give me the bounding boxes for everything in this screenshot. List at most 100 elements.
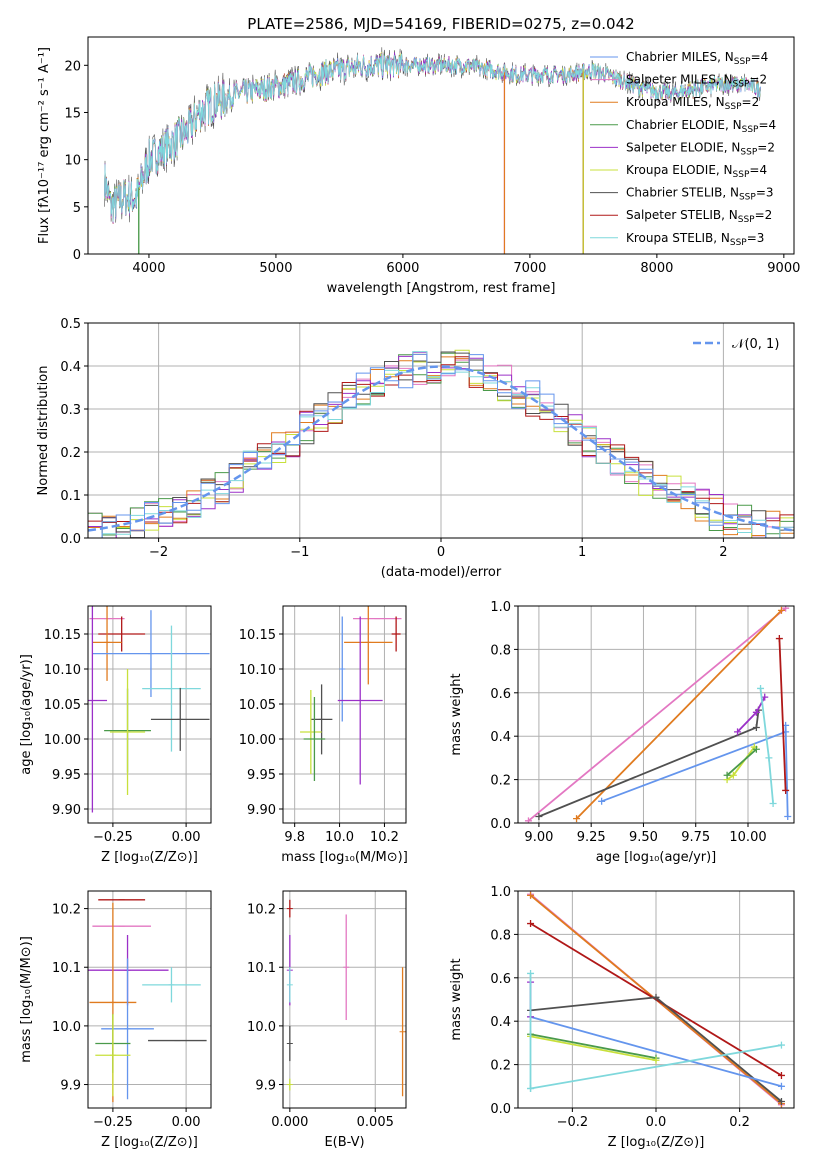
y-tick-label: 0.2	[60, 446, 81, 461]
histogram-chabrier_miles	[88, 353, 794, 538]
y-tick-label: 0.3	[60, 403, 81, 418]
x-axis-label: wavelength [Angstrom, rest frame]	[327, 281, 556, 296]
x-tick-label: 10.2	[370, 830, 399, 845]
y-tick-label: 0.6	[490, 972, 511, 987]
errorbar-chabrier_stelib	[150, 687, 210, 751]
x-tick-label: −1	[290, 545, 309, 560]
errorbar-salpeter_stelib	[286, 899, 293, 918]
panel-spectrum: Chabrier MILES, NSSP=4 Salpeter MILES, NS…	[37, 15, 800, 296]
y-axis-label: mass weight	[449, 673, 464, 755]
marker-point	[752, 708, 760, 716]
marker-point	[777, 1082, 785, 1090]
y-tick-label: 10.10	[239, 663, 276, 678]
y-tick-label: 0.0	[490, 817, 511, 832]
x-tick-label: 9000	[767, 261, 800, 276]
marker-point	[527, 920, 535, 928]
errorbar-chabrier_elodie	[303, 697, 326, 781]
marker-point	[782, 786, 790, 794]
y-axis-label: age [log₁₀(age/yr)]	[19, 654, 34, 775]
panel-weight_vs_Z: −0.2 0.0 0.2 0.0 0.2 0.4 0.6 0.8 1.0 Z [log₁₀(Z/Z…	[449, 885, 795, 1150]
marker-point	[765, 754, 773, 762]
y-axis-label: Normed distribution	[36, 366, 51, 496]
errorbar-salpeter_elodie	[337, 616, 383, 785]
x-tick-label: 0.2	[729, 1115, 750, 1130]
y-tick-label: 9.9	[60, 1079, 81, 1094]
y-tick-label: 10.0	[52, 1020, 81, 1035]
y-tick-label: 10.2	[52, 903, 81, 918]
y-tick-label: 9.95	[247, 768, 276, 783]
legend: Chabrier MILES, NSSP=4 Salpeter MILES, NS…	[590, 50, 776, 248]
marker-point	[652, 1056, 660, 1064]
panel-mass_vs_EBV: 0.000 0.005 9.9 10.0 10.1 10.2 E(B-V)	[247, 890, 407, 1150]
x-axis-label: (data-model)/error	[381, 565, 502, 580]
errorbar-salpeter_stelib	[98, 616, 146, 652]
y-tick-label: 0.2	[490, 1059, 511, 1074]
x-tick-label: −0.25	[93, 1115, 133, 1130]
series-chabrier_elodie	[726, 748, 757, 776]
errorbar-chabrier_miles	[92, 610, 210, 697]
errorbar-kroupa_elodie	[300, 690, 322, 774]
legend-label: Salpeter MILES, NSSP=2	[626, 73, 767, 90]
marker-point	[752, 745, 760, 753]
x-axis-label: mass [log₁₀(M/M⊙)]	[281, 850, 408, 865]
x-tick-label: 0.005	[357, 1115, 394, 1130]
y-axis-label: mass [log₁₀(M/M⊙)]	[19, 936, 34, 1063]
y-tick-label: 10.1	[247, 961, 276, 976]
panel-age_vs_Z: −0.25 0.00 9.90 9.95 10.00 10.05 10.10 10.15 Z […	[19, 605, 212, 865]
y-tick-label: 0.4	[490, 1015, 511, 1030]
legend-label: Kroupa STELIB, NSSP=3	[626, 231, 764, 248]
errorbar-salpeter_miles	[343, 914, 350, 1021]
marker-point	[527, 891, 535, 899]
marker-point	[777, 1041, 785, 1049]
panel-residuals: 𝒩(0, 1) −2 −1 0 1 2 0.0 0.1 0.2 0.3 0.4 0.5 (data-mo…	[36, 317, 795, 580]
y-tick-label: 20	[64, 59, 81, 74]
legend-label: Chabrier STELIB, NSSP=3	[626, 186, 774, 203]
y-axis-label: Flux [fλ10⁻¹⁷ erg cm⁻² s⁻¹ A⁻¹]	[37, 47, 52, 244]
series-kroupa_miles	[575, 609, 783, 820]
y-tick-label: 0.8	[490, 643, 511, 658]
x-tick-label: 0.0	[646, 1115, 667, 1130]
y-tick-label: 10.15	[44, 628, 81, 643]
errorbar-kroupa_miles	[399, 967, 406, 1097]
errorbar-chabrier_miles	[101, 958, 154, 1100]
marker-point	[777, 606, 785, 614]
y-tick-label: 0.1	[60, 489, 81, 504]
x-tick-label: 9.50	[629, 830, 658, 845]
errorbar-kroupa_stelib	[142, 967, 201, 1003]
y-tick-label: 10.05	[44, 698, 81, 713]
y-tick-label: 1.0	[490, 600, 511, 615]
errorbar-kroupa_stelib	[142, 625, 201, 752]
plot-area	[286, 899, 406, 1097]
axes-frame	[282, 605, 407, 824]
series-chabrier_miles	[601, 725, 789, 817]
histogram-chabrier_stelib	[88, 351, 794, 538]
x-tick-label: 8000	[640, 261, 673, 276]
legend-label: Salpeter ELODIE, NSSP=2	[626, 140, 775, 157]
plot-area	[88, 899, 207, 1103]
x-tick-label: −2	[149, 545, 168, 560]
legend-label: Kroupa MILES, NSSP=2	[626, 95, 759, 112]
y-tick-label: 10.00	[239, 733, 276, 748]
x-tick-label: 9.00	[524, 830, 553, 845]
marker-point	[535, 812, 543, 820]
axes-frame	[282, 890, 407, 1109]
gaussian-curve	[88, 365, 794, 532]
errorbar-chabrier_miles	[339, 616, 346, 722]
x-tick-label: 0.00	[172, 830, 201, 845]
errorbar-kroupa_miles	[344, 606, 393, 685]
x-tick-label: 4000	[132, 261, 165, 276]
x-axis-label: Z [log₁₀(Z/Z⊙)]	[608, 1135, 705, 1150]
errorbar-salpeter_elodie	[88, 606, 108, 813]
x-axis-label: E(B-V)	[324, 1135, 364, 1150]
y-tick-label: 9.90	[247, 803, 276, 818]
plot-area	[88, 606, 210, 813]
x-tick-label: 0.000	[271, 1115, 308, 1130]
y-tick-label: 5	[73, 201, 81, 216]
series-salpeter_miles	[527, 607, 787, 822]
series-salpeter_stelib	[778, 638, 787, 791]
y-tick-label: 0.5	[60, 317, 81, 332]
errorbar-chabrier_stelib	[286, 1025, 293, 1062]
marker-point	[775, 635, 783, 643]
marker-point	[527, 1084, 535, 1092]
y-tick-label: 0.2	[490, 774, 511, 789]
